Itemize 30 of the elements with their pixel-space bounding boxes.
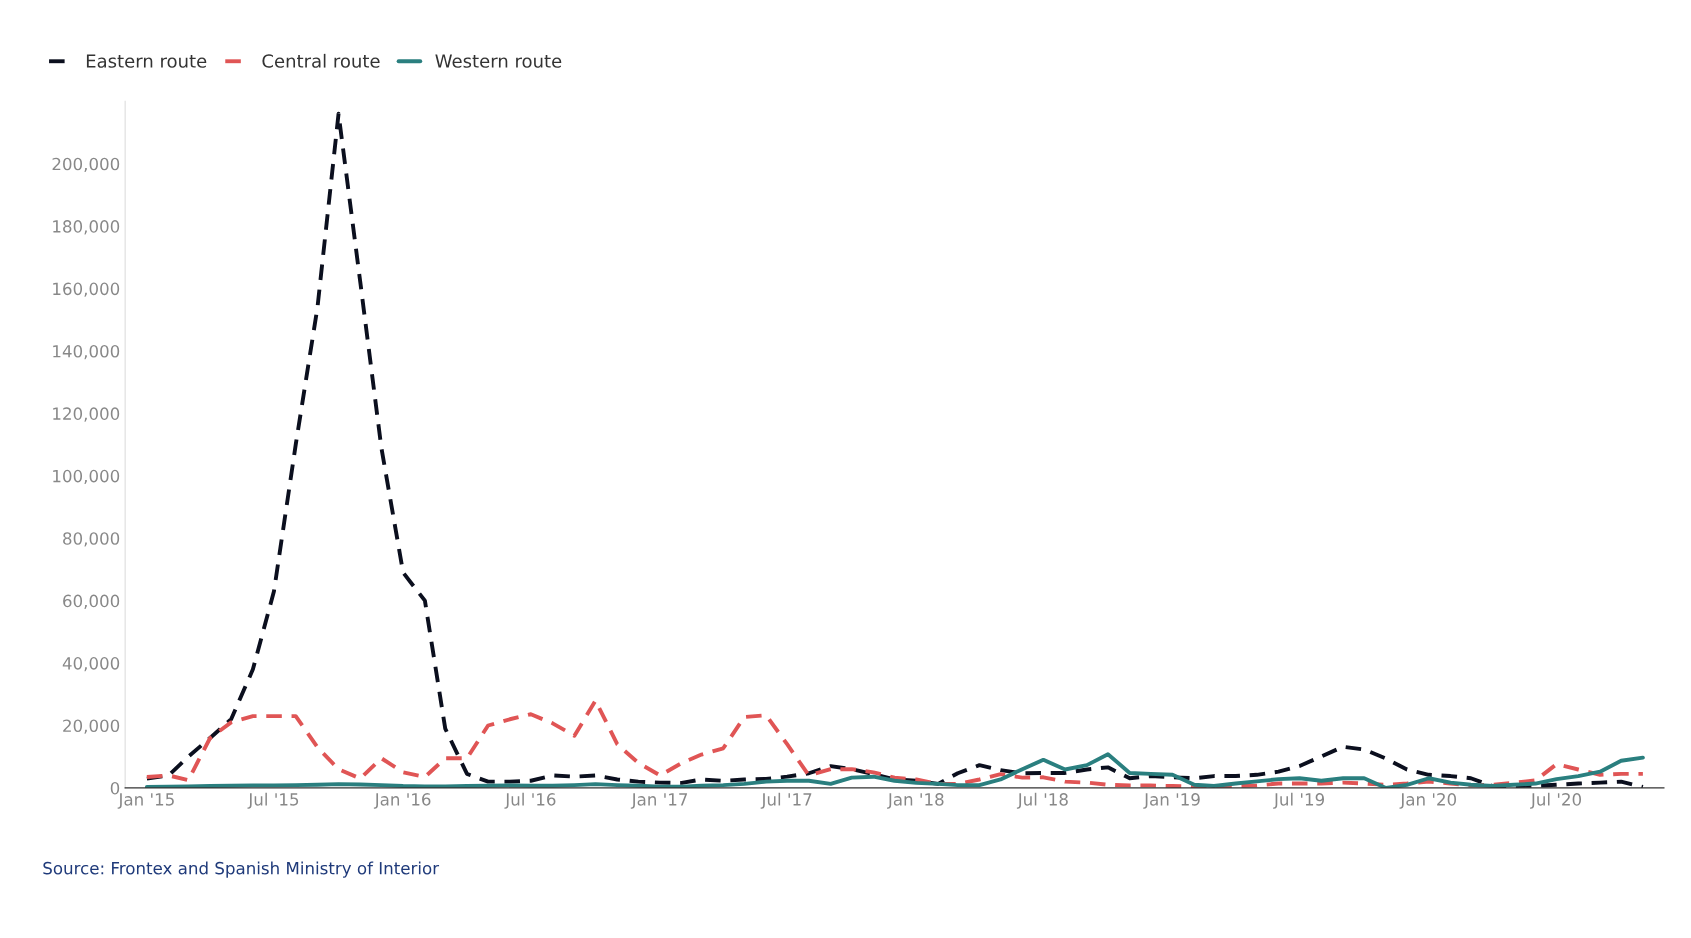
x-tick-label: Jul '18	[1016, 792, 1068, 809]
x-tick-label: Jan '20	[1399, 793, 1457, 809]
x-tick-label: Jan '17	[630, 793, 688, 809]
y-tick-label: 40,000	[62, 657, 120, 672]
y-tick-label: 60,000	[63, 594, 120, 609]
y-tick-label: 160,000	[53, 282, 120, 297]
line-series	[144, 111, 1645, 788]
line-series	[144, 698, 1645, 788]
y-tick-label: 140,000	[53, 344, 120, 360]
y-tick-label: 120,000	[53, 407, 120, 422]
x-tick-label: Jul '19	[1273, 792, 1325, 809]
y-tick-label: 80,000	[63, 532, 120, 547]
x-tick-label: Jan '19	[1143, 793, 1200, 809]
line-series	[144, 752, 1645, 788]
y-tick-label: 20,000	[63, 719, 120, 734]
x-tick-label: Jul '17	[760, 792, 812, 809]
legend-label: Western route	[435, 54, 562, 68]
legend-label: Eastern route	[86, 54, 207, 68]
y-tick-label: 180,000	[53, 220, 120, 235]
x-tick-label: Jul '20	[1530, 792, 1582, 809]
source-note: Source: Frontex and Spanish Ministry of Interior	[43, 861, 440, 878]
x-tick-label: Jul '16	[504, 792, 556, 809]
legend-label: Central route	[262, 53, 380, 68]
x-tick-label: Jan '15	[117, 793, 174, 809]
y-tick-label: 200,000	[52, 157, 120, 172]
y-tick-label: 100,000	[53, 469, 120, 485]
x-tick-label: Jan '16	[373, 793, 431, 809]
x-tick-label: Jan '18	[887, 793, 944, 809]
x-tick-label: Jul '15	[247, 792, 299, 809]
y-tick-label: 0	[110, 781, 120, 795]
